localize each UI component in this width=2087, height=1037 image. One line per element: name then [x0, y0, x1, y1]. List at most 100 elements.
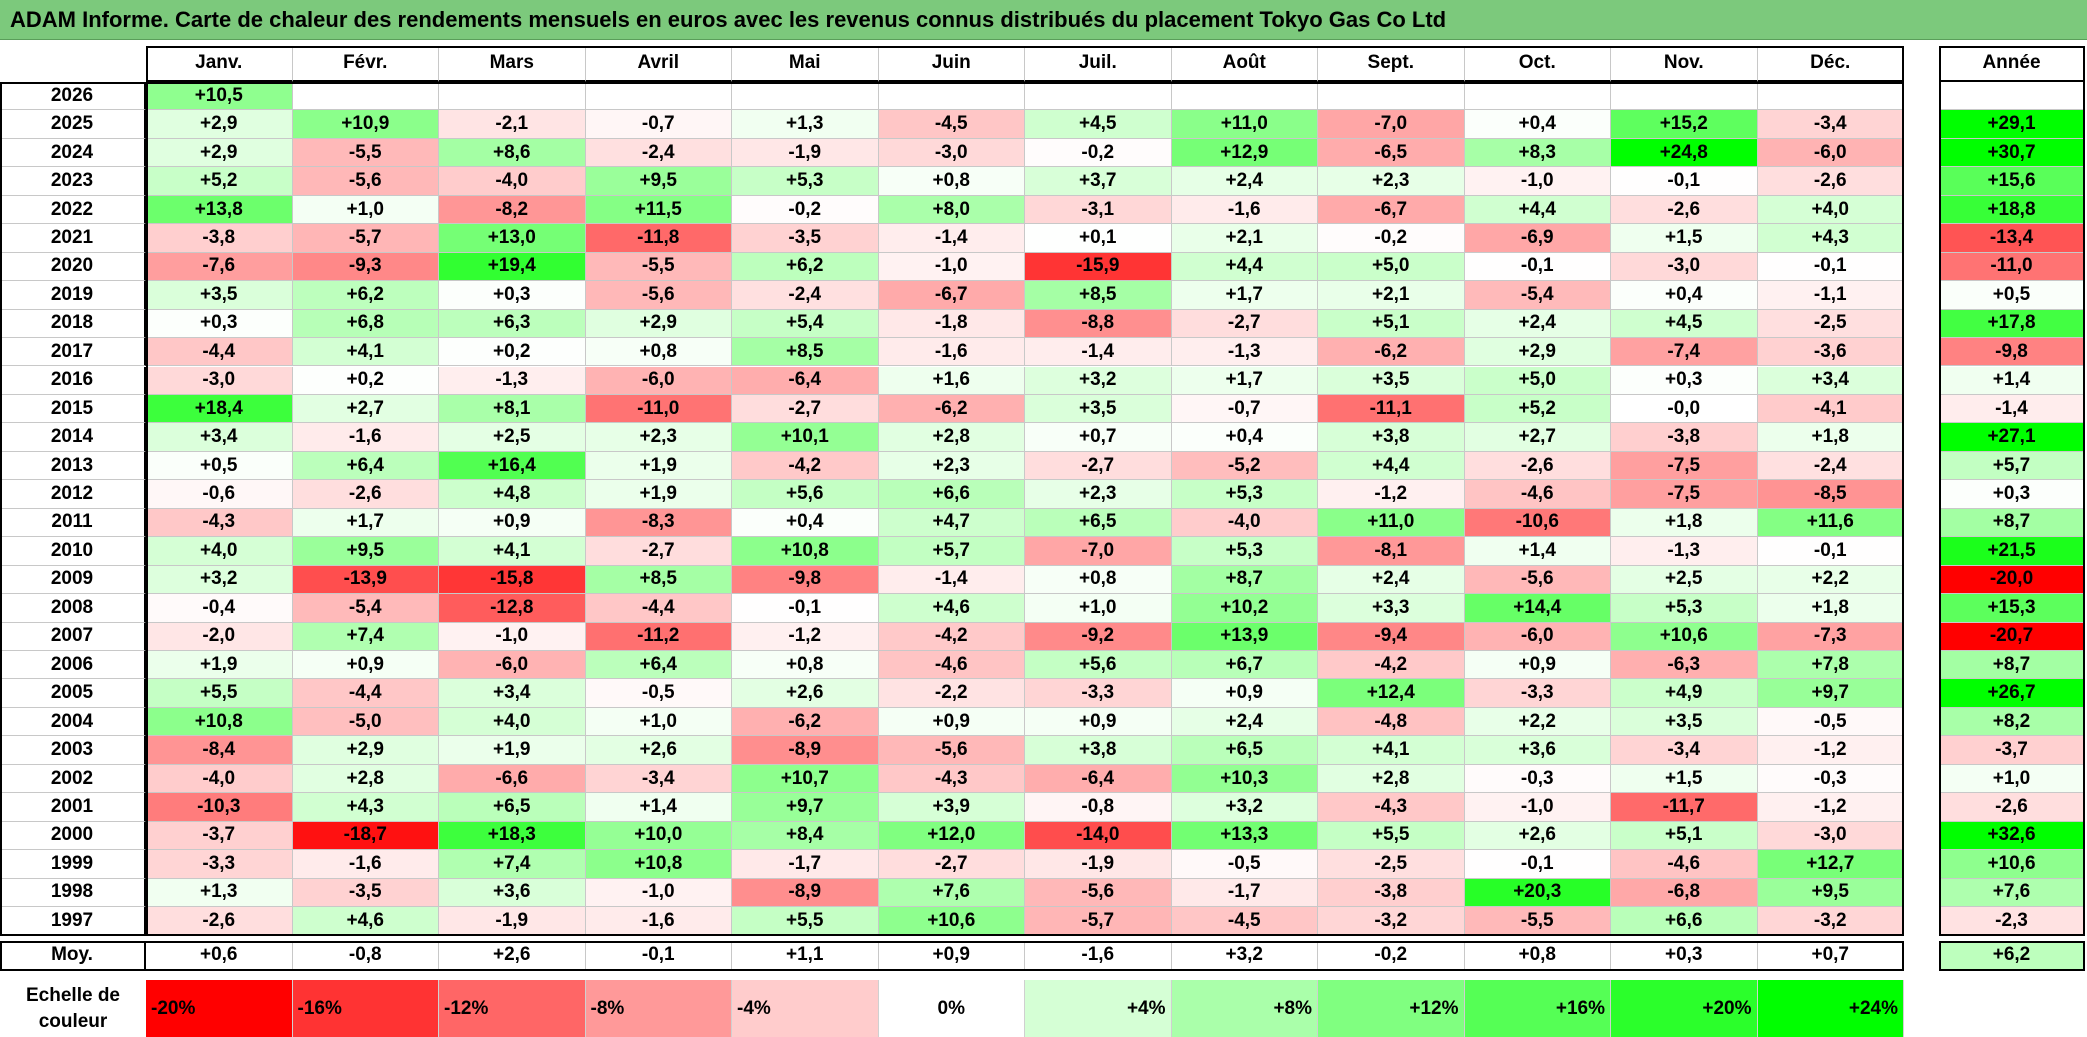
heatmap-cell: -1,6: [292, 850, 439, 879]
annual-cell: +7,6: [1939, 878, 2085, 908]
heatmap-cell: +8,1: [439, 394, 586, 424]
heatmap-cell: -1,9: [1025, 850, 1172, 879]
heatmap-cell: +5,2: [1464, 394, 1611, 424]
heatmap-cell: -2,7: [1171, 309, 1318, 339]
heatmap-cell: +8,0: [878, 195, 1025, 225]
heatmap-cell: +2,3: [1318, 167, 1465, 196]
heatmap-cell: -4,6: [1611, 850, 1758, 879]
heatmap-cell: +4,6: [292, 907, 439, 936]
heatmap-cell: -4,5: [1171, 907, 1318, 936]
heatmap-cell: +7,4: [439, 850, 586, 879]
heatmap-cell: -1,7: [1171, 878, 1318, 908]
heatmap-cell: -4,5: [878, 110, 1025, 139]
heatmap-cell: +1,4: [1464, 537, 1611, 566]
heatmap-cell: +3,6: [1464, 736, 1611, 765]
heatmap-cell: +5,5: [146, 679, 293, 708]
heatmap-cell: +2,7: [292, 394, 439, 424]
heatmap-cell: -15,9: [1025, 252, 1172, 282]
heatmap-cell: -1,6: [292, 423, 439, 452]
heatmap-cell: +19,4: [439, 252, 586, 282]
heatmap-cell: -1,0: [1464, 793, 1611, 822]
heatmap-cell: +0,4: [1611, 281, 1758, 310]
heatmap-cell: -5,6: [1025, 878, 1172, 908]
heatmap-cell: +11,6: [1757, 508, 1904, 538]
heatmap-cell: -3,8: [146, 224, 293, 253]
year-label: 2018: [0, 309, 146, 339]
color-scale-stop: -16%: [292, 980, 439, 1037]
heatmap-cell: -3,4: [1757, 110, 1904, 139]
heatmap-cell: -7,0: [1025, 537, 1172, 566]
annual-cell: +8,7: [1939, 651, 2085, 680]
heatmap-cell: -6,6: [439, 764, 586, 794]
heatmap-cell: -0,6: [146, 480, 293, 509]
heatmap-cell: +2,3: [1025, 480, 1172, 509]
heatmap-cell: +7,8: [1757, 651, 1904, 680]
heatmap-cell: -2,2: [878, 679, 1025, 708]
heatmap-cell: +6,5: [439, 793, 586, 822]
heatmap-cell: -0,1: [732, 594, 879, 623]
heatmap-cell: +13,3: [1171, 821, 1318, 851]
heatmap-cell: +9,7: [1757, 679, 1904, 708]
heatmap-cell: -2,6: [1464, 451, 1611, 481]
heatmap-cell: -11,8: [585, 224, 732, 253]
color-scale-stop: -12%: [439, 980, 586, 1037]
heatmap-cell: -4,0: [1171, 508, 1318, 538]
heatmap-cell: +5,3: [1611, 594, 1758, 623]
heatmap-cell: +1,0: [292, 195, 439, 225]
heatmap-cell: -0,0: [1611, 394, 1758, 424]
heatmap-cell: -3,3: [1464, 679, 1611, 708]
heatmap-cell: +0,3: [439, 281, 586, 310]
heatmap-cell: -6,0: [1757, 138, 1904, 168]
heatmap-cell: +13,9: [1171, 622, 1318, 651]
heatmap-cell: -4,2: [732, 451, 879, 481]
heatmap-cell: -2,6: [1757, 167, 1904, 196]
month-header: Sept.: [1318, 46, 1465, 82]
year-label: 2019: [0, 281, 146, 310]
heatmap-cell: -2,4: [585, 138, 732, 168]
heatmap-cell: -5,6: [1464, 565, 1611, 595]
color-scale-stop: -8%: [585, 980, 732, 1037]
heatmap-cell: -2,4: [1757, 451, 1904, 481]
heatmap-cell: -8,3: [585, 508, 732, 538]
year-label: 1999: [0, 850, 146, 879]
heatmap-cell: +9,7: [732, 793, 879, 822]
heatmap-cell: -2,0: [146, 622, 293, 651]
heatmap-cell: -6,7: [878, 281, 1025, 310]
annual-cell: +26,7: [1939, 679, 2085, 708]
heatmap-cell: -6,2: [1318, 338, 1465, 367]
year-label: 2022: [0, 195, 146, 225]
annual-cell: -13,4: [1939, 224, 2085, 253]
average-cell: -0,2: [1318, 940, 1465, 971]
heatmap-cell: -7,5: [1611, 480, 1758, 509]
heatmap-cell: -7,3: [1757, 622, 1904, 651]
heatmap-cell: -2,6: [292, 480, 439, 509]
heatmap-cell: +12,4: [1318, 679, 1465, 708]
heatmap-cell: +10,9: [292, 110, 439, 139]
heatmap-cell: -3,8: [1611, 423, 1758, 452]
heatmap-cell: +8,5: [732, 338, 879, 367]
heatmap-cell: +11,0: [1171, 110, 1318, 139]
heatmap-cell: -1,0: [585, 878, 732, 908]
heatmap-cell: +0,3: [146, 309, 293, 339]
heatmap-cell: -1,6: [878, 338, 1025, 367]
heatmap-cell: +2,7: [1464, 423, 1611, 452]
heatmap-cell: +5,2: [146, 167, 293, 196]
heatmap-cell: -5,2: [1171, 451, 1318, 481]
heatmap-cell: +4,1: [292, 338, 439, 367]
heatmap-cell: [585, 82, 732, 111]
year-label: 2003: [0, 736, 146, 765]
heatmap-cell: +3,9: [878, 793, 1025, 822]
heatmap-cell: -0,7: [1171, 394, 1318, 424]
year-label: 2025: [0, 110, 146, 139]
heatmap-cell: +0,9: [1025, 707, 1172, 737]
heatmap-cell: +4,4: [1318, 451, 1465, 481]
heatmap-cell: +0,9: [439, 508, 586, 538]
heatmap-cell: -8,5: [1757, 480, 1904, 509]
heatmap-cell: -5,6: [292, 167, 439, 196]
year-label: 2000: [0, 821, 146, 851]
heatmap-cell: -5,7: [1025, 907, 1172, 936]
heatmap-cell: -4,4: [292, 679, 439, 708]
heatmap-cell: +2,8: [292, 764, 439, 794]
heatmap-cell: +0,2: [292, 366, 439, 395]
heatmap-cell: +2,9: [585, 309, 732, 339]
